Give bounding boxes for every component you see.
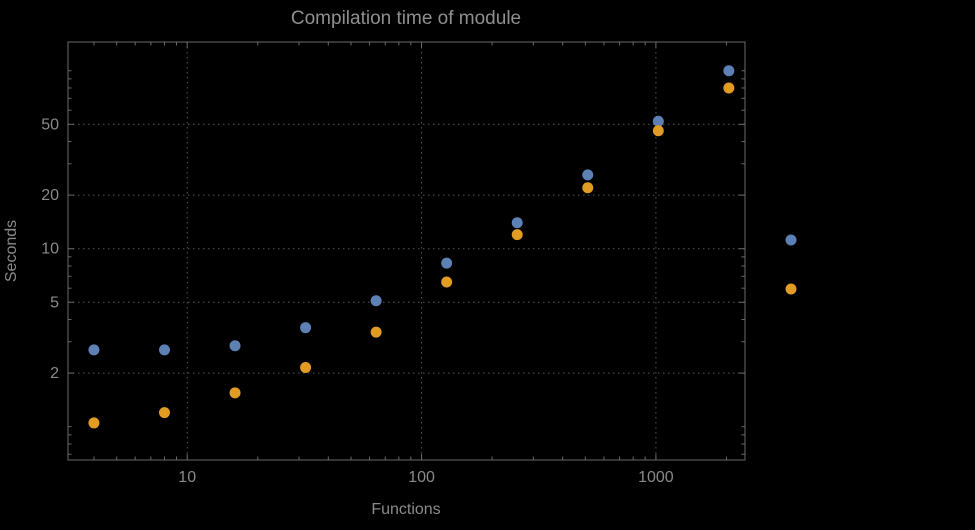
data-point-series-blue bbox=[88, 344, 100, 356]
y-tick-label: 2 bbox=[50, 365, 59, 382]
x-tick-label: 1000 bbox=[638, 469, 674, 486]
legend-marker-orange bbox=[785, 283, 797, 295]
data-point-series-orange bbox=[441, 276, 453, 288]
data-point-series-blue bbox=[511, 217, 523, 229]
y-tick-label: 50 bbox=[41, 116, 59, 133]
data-point-series-orange bbox=[158, 407, 170, 419]
data-point-series-orange bbox=[652, 125, 664, 137]
data-point-series-blue bbox=[300, 322, 312, 334]
data-point-series-orange bbox=[229, 387, 241, 399]
data-point-series-orange bbox=[300, 362, 312, 374]
data-point-series-blue bbox=[582, 169, 594, 181]
y-tick-label: 10 bbox=[41, 241, 59, 258]
data-point-series-orange bbox=[370, 326, 382, 338]
x-tick-label: 10 bbox=[178, 469, 196, 486]
legend-marker-blue bbox=[785, 234, 797, 246]
data-point-series-blue bbox=[652, 115, 664, 127]
data-point-series-orange bbox=[88, 417, 100, 429]
y-tick-label: 5 bbox=[50, 294, 59, 311]
data-point-series-orange bbox=[582, 182, 594, 194]
chart-title: Compilation time of module bbox=[291, 8, 521, 29]
y-axis-label: Seconds bbox=[3, 220, 20, 282]
data-point-series-blue bbox=[158, 344, 170, 356]
data-point-series-orange bbox=[511, 229, 523, 241]
data-point-series-blue bbox=[441, 257, 453, 269]
data-point-series-blue bbox=[370, 295, 382, 307]
y-tick-label: 20 bbox=[41, 187, 59, 204]
data-point-series-blue bbox=[229, 340, 241, 352]
x-axis-label: Functions bbox=[371, 501, 440, 518]
data-point-series-blue bbox=[723, 65, 735, 77]
plot-frame bbox=[67, 41, 746, 461]
data-point-series-orange bbox=[723, 82, 735, 94]
x-tick-label: 100 bbox=[408, 469, 435, 486]
